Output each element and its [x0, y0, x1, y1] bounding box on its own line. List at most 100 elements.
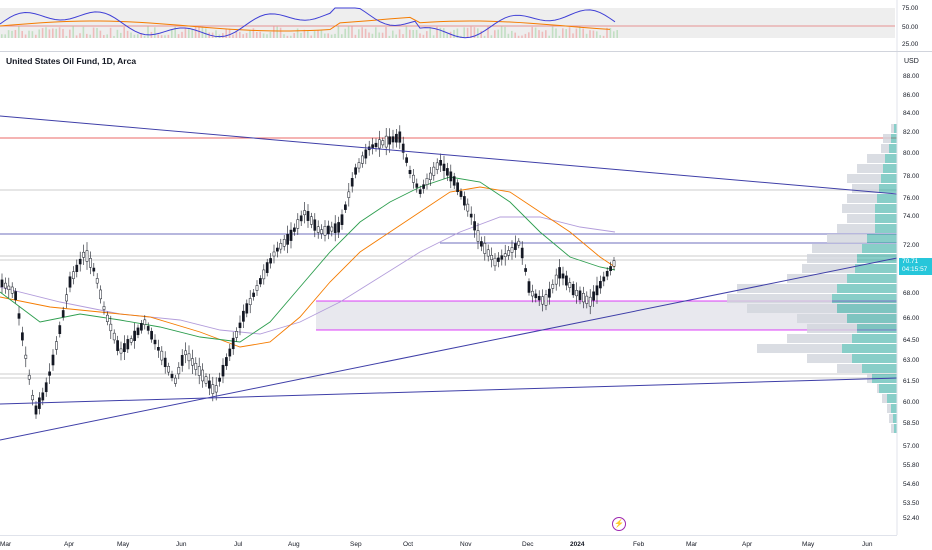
- volume-profile-row: [747, 304, 837, 313]
- candle-body: [429, 172, 432, 180]
- candle-body: [469, 213, 473, 218]
- candle-body: [486, 249, 490, 257]
- volume-bar: [419, 33, 421, 38]
- volume-bar: [602, 35, 605, 38]
- candle-body: [350, 178, 354, 187]
- volume-bar: [239, 31, 241, 38]
- candle-body: [55, 341, 58, 350]
- candle-body: [41, 392, 45, 401]
- candle-body: [568, 282, 572, 288]
- candle-body: [357, 162, 361, 169]
- rsi-tick-75: 75.00: [902, 5, 919, 12]
- volume-bar: [252, 28, 255, 38]
- candle-body: [439, 160, 442, 166]
- volume-bar: [181, 31, 183, 38]
- candle-body: [282, 239, 286, 247]
- candle-body: [211, 384, 215, 394]
- volume-bar: [344, 28, 346, 38]
- descending-trendline[interactable]: [0, 115, 898, 195]
- volume-profile-row: [832, 294, 897, 303]
- candle-body: [548, 288, 551, 298]
- candle-body: [245, 303, 249, 314]
- volume-bar: [293, 33, 295, 38]
- volume-bar: [517, 35, 520, 38]
- price-tick: 74.00: [903, 213, 920, 220]
- candle-body: [480, 241, 483, 247]
- candle-body: [333, 223, 337, 233]
- price-tick: 76.00: [903, 195, 920, 202]
- candle-body: [10, 286, 14, 294]
- candle-body: [595, 285, 599, 296]
- candle-body: [561, 273, 565, 279]
- volume-bar: [222, 33, 224, 38]
- volume-bar: [283, 34, 285, 38]
- candle-body: [153, 339, 157, 345]
- volume-bar: [96, 27, 98, 38]
- candle-body: [61, 310, 65, 318]
- candle-body: [412, 174, 415, 183]
- volume-bar: [548, 35, 550, 38]
- volume-bar: [330, 34, 333, 38]
- volume-bar: [385, 26, 387, 38]
- candle-body: [493, 257, 497, 267]
- volume-profile-row: [852, 354, 897, 363]
- volume-bar: [28, 30, 30, 38]
- volume-bar: [541, 31, 544, 38]
- volume-bar: [398, 29, 401, 38]
- candle-body: [170, 373, 174, 379]
- volume-profile-row: [855, 264, 897, 273]
- currency-label[interactable]: USD: [904, 58, 919, 65]
- rsi-indicator-panel[interactable]: 75.00 50.00 25.00: [0, 0, 932, 52]
- volume-profile-row: [867, 234, 897, 243]
- volume-bar: [456, 28, 459, 38]
- candle-body: [85, 250, 89, 262]
- candle-body: [231, 337, 235, 350]
- candle-body: [180, 355, 184, 366]
- time-tick: Apr: [742, 541, 753, 548]
- volume-bar: [92, 27, 95, 38]
- volume-bar: [555, 28, 557, 38]
- volume-bar: [14, 29, 17, 38]
- candle-body: [106, 314, 109, 322]
- volume-bar: [215, 30, 217, 38]
- candle-body: [228, 348, 232, 357]
- volume-profile-row: [887, 394, 897, 403]
- volume-profile-row: [891, 404, 897, 413]
- volume-bar: [351, 26, 353, 38]
- price-tick: 78.00: [903, 173, 920, 180]
- volume-bar: [490, 35, 493, 38]
- support-trendline[interactable]: [0, 377, 898, 405]
- volume-bar: [86, 33, 88, 38]
- candle-body: [612, 260, 616, 267]
- volume-bar: [269, 31, 272, 38]
- candle-body: [27, 374, 31, 380]
- candle-body: [425, 178, 429, 185]
- volume-bar: [327, 33, 329, 38]
- volume-bar: [174, 26, 176, 38]
- volume-profile-row: [875, 204, 897, 213]
- volume-bar: [140, 33, 142, 38]
- price-axis[interactable]: 88.00 86.00 84.00 82.00 80.00 78.00 76.00 74.00…: [903, 73, 920, 522]
- price-chart-panel[interactable]: 88.00 86.00 84.00 82.00 80.00 78.00 76.00 74.00…: [0, 52, 932, 535]
- volume-profile: [727, 124, 897, 433]
- volume-bar: [439, 27, 442, 38]
- volume-bar: [320, 30, 323, 38]
- candle-body: [75, 264, 79, 272]
- candle-body: [116, 340, 119, 351]
- volume-bar: [69, 29, 71, 38]
- symbol-title[interactable]: United States Oil Fund, 1D, Arca: [6, 56, 137, 66]
- volume-bar: [347, 26, 350, 38]
- candle-body: [92, 267, 96, 272]
- ascending-trendline[interactable]: [0, 257, 898, 441]
- volume-profile-row: [837, 224, 875, 233]
- candle-body: [204, 376, 208, 384]
- candle-body: [422, 184, 425, 189]
- volume-bar: [235, 30, 238, 38]
- time-axis[interactable]: Mar Apr May Jun Jul Aug Sep Oct Nov Dec 2024 Feb Mar…: [0, 535, 932, 550]
- lightning-icon[interactable]: ⚡: [612, 517, 626, 531]
- volume-profile-row: [875, 224, 897, 233]
- candle-body: [136, 327, 140, 336]
- rsi-tick-25: 25.00: [902, 41, 919, 48]
- volume-bar: [545, 30, 547, 38]
- volume-bar: [585, 33, 588, 38]
